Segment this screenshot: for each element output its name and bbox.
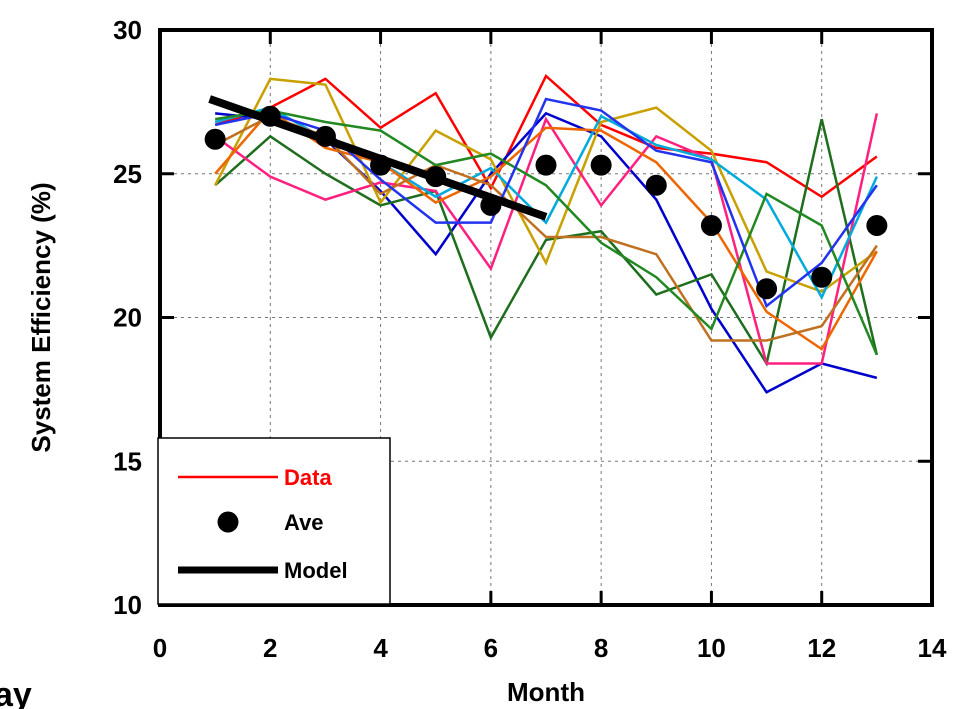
average-point [700,215,722,236]
data-series-line-7 [214,108,878,351]
x-axis-label: Month [507,677,585,707]
legend-ave-marker [217,511,239,533]
x-tick-label: 6 [484,633,498,663]
average-point [645,174,667,196]
average-point [204,128,226,150]
average-point [811,266,833,288]
data-series-line-5 [214,113,879,365]
y-tick-label: 20 [113,303,142,333]
data-series [214,73,879,394]
x-tick-label: 8 [594,633,608,663]
y-tick-label: 25 [113,159,142,189]
data-series-line-1 [214,73,878,199]
average-point [866,215,888,236]
average-point [480,194,502,216]
x-tick-label: 10 [697,633,726,663]
legend-box [157,437,391,605]
data-series-line-4 [214,77,878,294]
average-point [590,154,612,176]
average-point [314,125,336,147]
average-point [535,154,557,176]
y-tick-label: 10 [113,590,142,620]
corner-text: ay [0,676,32,709]
x-tick-label: 2 [263,633,277,663]
y-axis-label: System Efficiency (%) [26,182,56,452]
legend-model-label: Model [284,558,348,583]
x-tick-label: 0 [153,633,167,663]
data-series-line-8 [214,114,878,342]
average-point [756,278,778,300]
legend: Data Ave Model [157,437,391,605]
average-point [370,154,392,176]
x-tick-label: 4 [373,633,388,663]
average-point [425,166,447,188]
x-tick-labels: 0 2 4 6 8 10 12 14 [153,633,947,663]
x-tick-label: 14 [918,633,947,663]
legend-data-label: Data [284,465,332,490]
y-tick-label: 15 [113,446,142,476]
legend-ave-label: Ave [284,510,324,535]
x-tick-label: 12 [807,633,836,663]
average-point [259,105,281,127]
y-tick-label: 30 [113,15,142,45]
average-markers [204,105,888,300]
y-tick-labels: 10 15 20 25 30 [113,15,142,620]
data-series-line-9 [214,109,879,356]
